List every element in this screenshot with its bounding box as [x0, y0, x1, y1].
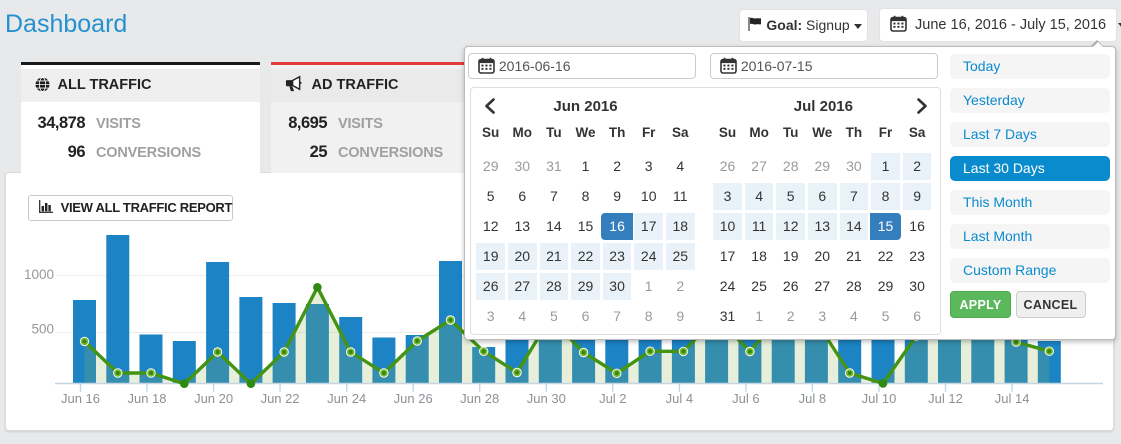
- svg-text:Jul 8: Jul 8: [799, 391, 826, 406]
- svg-text:Jun 28: Jun 28: [460, 391, 499, 406]
- svg-text:Jul 10: Jul 10: [862, 391, 897, 406]
- svg-text:Jun 24: Jun 24: [327, 391, 366, 406]
- svg-text:1000: 1000: [24, 267, 54, 282]
- svg-text:Jul 6: Jul 6: [732, 391, 759, 406]
- svg-text:Jul 12: Jul 12: [928, 391, 963, 406]
- svg-text:Jun 20: Jun 20: [194, 391, 233, 406]
- svg-text:Jul 4: Jul 4: [666, 391, 693, 406]
- svg-text:Jun 16: Jun 16: [61, 391, 100, 406]
- svg-text:Jun 18: Jun 18: [127, 391, 166, 406]
- svg-text:Jul 2: Jul 2: [599, 391, 626, 406]
- svg-text:Jun 22: Jun 22: [261, 391, 300, 406]
- svg-text:Jun 30: Jun 30: [527, 391, 566, 406]
- svg-text:500: 500: [31, 322, 54, 337]
- svg-text:Jun 26: Jun 26: [394, 391, 433, 406]
- svg-text:Jul 14: Jul 14: [995, 391, 1030, 406]
